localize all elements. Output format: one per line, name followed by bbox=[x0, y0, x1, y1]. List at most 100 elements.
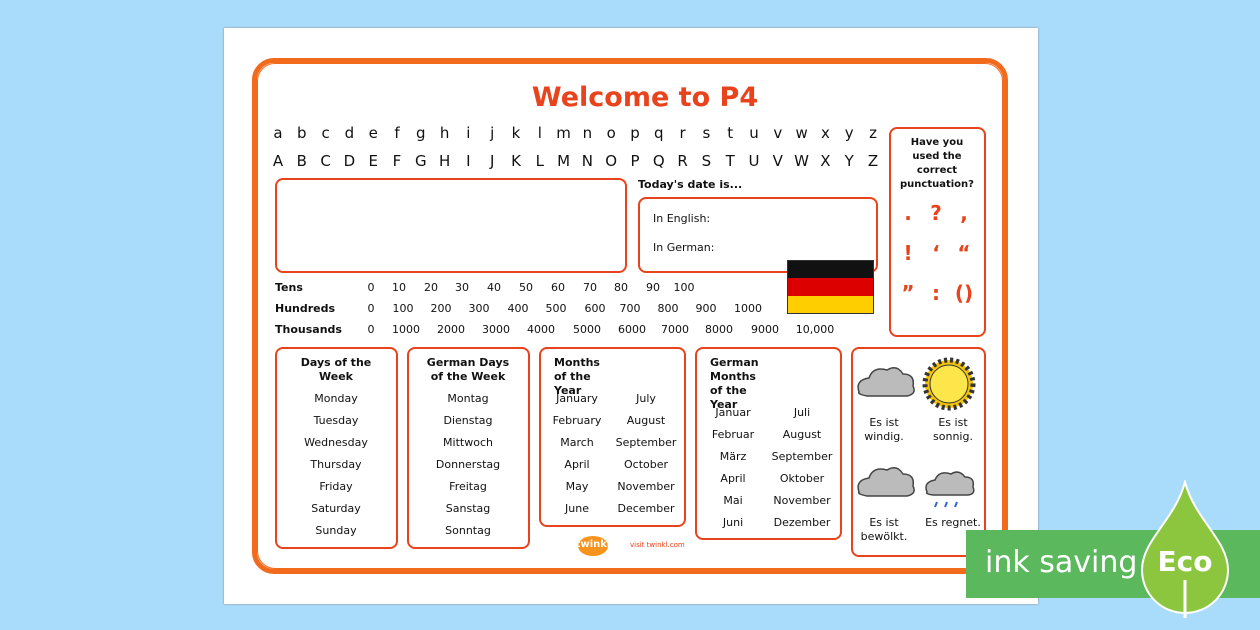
list-item: Sanstag bbox=[445, 502, 491, 515]
letter: Q bbox=[652, 152, 665, 170]
punctuation-mark: . bbox=[904, 201, 912, 225]
letter: c bbox=[321, 124, 330, 142]
list-item: April bbox=[720, 472, 746, 485]
german-months-box bbox=[695, 347, 842, 540]
number: 70 bbox=[583, 281, 597, 294]
punctuation-mark: : bbox=[932, 281, 940, 305]
letter: i bbox=[466, 124, 471, 142]
letter: t bbox=[727, 124, 734, 142]
letter: d bbox=[344, 124, 355, 142]
letter: T bbox=[725, 152, 735, 170]
letter: O bbox=[605, 152, 618, 170]
badge-text: ink saving bbox=[985, 545, 1138, 580]
list-item: Mai bbox=[723, 494, 743, 507]
number: 50 bbox=[519, 281, 533, 294]
letter: X bbox=[820, 152, 831, 170]
list-item: March bbox=[560, 436, 594, 449]
list-item: Wednesday bbox=[304, 436, 368, 449]
number-label: Hundreds bbox=[275, 302, 336, 315]
date-german: In German: bbox=[653, 241, 715, 254]
letter: b bbox=[297, 124, 307, 142]
list-item: Donnerstag bbox=[435, 458, 501, 471]
letter: E bbox=[368, 152, 378, 170]
list-item: January bbox=[556, 392, 598, 405]
letter: w bbox=[795, 124, 808, 142]
number: 20 bbox=[424, 281, 438, 294]
list-item: Montag bbox=[447, 392, 489, 405]
number: 7000 bbox=[661, 323, 689, 336]
letter: h bbox=[439, 124, 450, 142]
weather-caption: Es regnet. bbox=[925, 516, 981, 529]
weather-caption: Es ist windig. bbox=[864, 416, 904, 443]
number: 0 bbox=[367, 323, 375, 336]
list-item: März bbox=[719, 450, 747, 463]
number: 600 bbox=[584, 302, 606, 315]
letter: P bbox=[630, 152, 640, 170]
list-item: Februar bbox=[711, 428, 755, 441]
eco-leaf bbox=[1140, 480, 1230, 618]
number: 40 bbox=[487, 281, 501, 294]
punctuation-mark: ! bbox=[903, 241, 913, 265]
letter: M bbox=[557, 152, 571, 170]
letter: Y bbox=[844, 152, 854, 170]
letter: I bbox=[466, 152, 471, 170]
list-item: Dezember bbox=[773, 516, 831, 529]
letter: U bbox=[748, 152, 760, 170]
list-item: Sonntag bbox=[445, 524, 491, 537]
writing-box bbox=[275, 178, 627, 273]
letter: K bbox=[511, 152, 521, 170]
number: 0 bbox=[367, 281, 375, 294]
letter: v bbox=[773, 124, 783, 142]
box-title: Days of the Week bbox=[300, 356, 372, 383]
letter: m bbox=[556, 124, 571, 142]
letter: D bbox=[343, 152, 356, 170]
letter: Z bbox=[867, 152, 879, 170]
letter: A bbox=[272, 152, 284, 170]
letter: V bbox=[772, 152, 783, 170]
letter: B bbox=[296, 152, 307, 170]
list-item: September bbox=[771, 450, 833, 463]
badge-eco: Eco bbox=[1157, 545, 1213, 578]
list-item: June bbox=[565, 502, 589, 515]
list-item: Saturday bbox=[311, 502, 361, 515]
letter: S bbox=[701, 152, 712, 170]
letter: p bbox=[630, 124, 640, 142]
number: 100 bbox=[673, 281, 695, 294]
list-item: October bbox=[623, 458, 669, 471]
list-item: April bbox=[564, 458, 590, 471]
letter: J bbox=[489, 152, 495, 170]
list-item: February bbox=[552, 414, 602, 427]
letter: g bbox=[416, 124, 426, 142]
letter: z bbox=[869, 124, 877, 142]
box-title: Months of the Year bbox=[554, 356, 600, 397]
letter: u bbox=[749, 124, 759, 142]
list-item: Juni bbox=[722, 516, 744, 529]
punctuation-mark: ” bbox=[901, 281, 915, 305]
list-item: November bbox=[617, 480, 675, 493]
list-item: Tuesday bbox=[313, 414, 359, 427]
number: 1000 bbox=[392, 323, 420, 336]
months-box bbox=[539, 347, 686, 527]
number: 500 bbox=[545, 302, 567, 315]
punctuation-box bbox=[889, 127, 986, 337]
letter: x bbox=[820, 124, 830, 142]
number: 60 bbox=[551, 281, 565, 294]
number: 200 bbox=[430, 302, 452, 315]
letter: o bbox=[606, 124, 616, 142]
number: 3000 bbox=[482, 323, 510, 336]
punctuation-mark: () bbox=[954, 281, 974, 305]
number: 10,000 bbox=[795, 323, 835, 336]
letter: s bbox=[702, 124, 711, 142]
list-item: May bbox=[565, 480, 589, 493]
weather-caption: Es ist sonnig. bbox=[933, 416, 973, 443]
letter: H bbox=[438, 152, 451, 170]
letter: e bbox=[368, 124, 378, 142]
number-label: Thousands bbox=[275, 323, 342, 336]
date-heading: Today's date is... bbox=[638, 178, 743, 191]
list-item: July bbox=[636, 392, 656, 405]
german-flag bbox=[787, 260, 874, 314]
letter: G bbox=[414, 152, 427, 170]
number: 90 bbox=[646, 281, 660, 294]
box-title: German Days of the Week bbox=[426, 356, 510, 383]
